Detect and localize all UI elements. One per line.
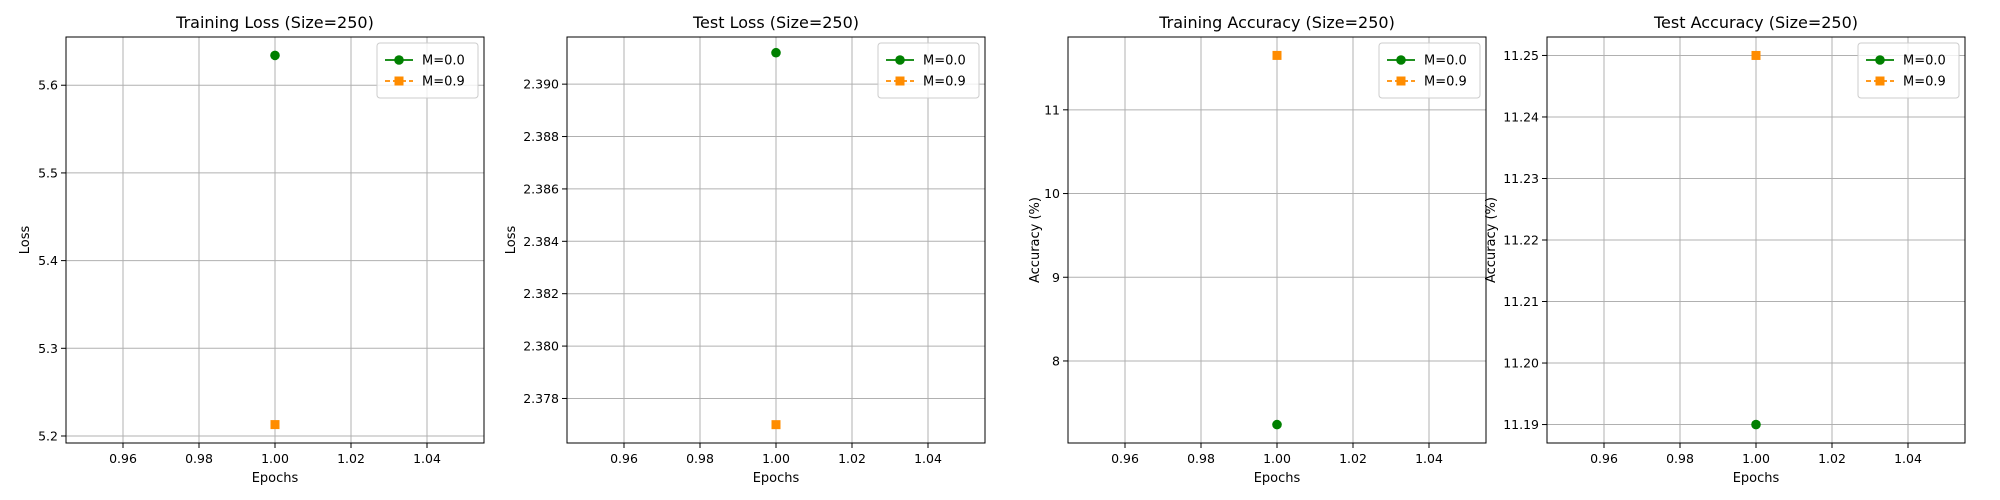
y-tick-label: 8	[1052, 353, 1060, 368]
legend-frame	[1378, 42, 1481, 99]
legend-frame	[877, 42, 980, 99]
x-tick-label: 1.02	[838, 451, 866, 466]
y-tick-label: 5.6	[38, 78, 58, 93]
legend: M=0.0 M=0.9	[1857, 42, 1960, 99]
legend-label-m-0-9: M=0.9	[923, 75, 966, 90]
plot-frame	[65, 36, 485, 444]
legend-label-m-0-9: M=0.9	[1424, 75, 1467, 90]
y-axis-label: Accuracy (%)	[1028, 197, 1043, 283]
y-tick-label: 11.25	[1503, 48, 1539, 63]
x-tick-label: 0.98	[1666, 451, 1694, 466]
y-tick-label: 11.24	[1503, 109, 1539, 124]
y-tick-label: 11.21	[1503, 294, 1539, 309]
x-axis-label: Epochs	[1733, 471, 1780, 486]
data-point-m-0-9	[1272, 50, 1282, 60]
chart-title: Test Accuracy (Size=250)	[1653, 13, 1858, 32]
legend-label-m-0-0: M=0.0	[923, 54, 966, 69]
x-tick-label: 1.02	[1818, 451, 1846, 466]
chart-title: Test Loss (Size=250)	[692, 13, 859, 32]
chart-panel-training-accuracy-size-250: 0.96 0.98 1.00 1.02 1.04 8 9 10 11 Training Accur…	[1028, 13, 1487, 486]
x-tick-label: 0.98	[185, 451, 213, 466]
y-axis-label: Accuracy (%)	[1484, 197, 1499, 283]
y-axis-label: Loss	[504, 226, 519, 255]
legend-marker-m-0-9	[1875, 76, 1885, 86]
x-tick-label: 1.04	[914, 451, 942, 466]
x-tick-label: 1.00	[1742, 451, 1770, 466]
y-tick-label: 11.23	[1503, 171, 1539, 186]
y-tick-label: 2.386	[523, 181, 559, 196]
x-tick-label: 0.96	[109, 451, 137, 466]
y-tick-label: 2.390	[523, 77, 559, 92]
legend: M=0.0 M=0.9	[1378, 42, 1481, 99]
legend-marker-m-0-9	[1396, 76, 1406, 86]
x-axis-label: Epochs	[252, 471, 299, 486]
legend-marker-m-0-9	[895, 76, 905, 86]
legend-frame	[1857, 42, 1960, 99]
legend-marker-m-0-9	[394, 76, 404, 86]
y-tick-label: 11.20	[1503, 356, 1539, 371]
y-tick-label: 2.378	[523, 391, 559, 406]
legend-frame	[376, 42, 479, 99]
chart-panel-training-loss-size-250: 0.96 0.98 1.00 1.02 1.04 5.2 5.3 5.4 5.5 5.6 Train…	[18, 13, 485, 486]
chart-panel-test-loss-size-250: 0.96 0.98 1.00 1.02 1.04 2.378 2.380 2.382 2.384…	[504, 13, 986, 486]
chart-panel-test-accuracy-size-250: 0.96 0.98 1.00 1.02 1.04 11.19 11.20 11.21 11.22…	[1484, 13, 1966, 486]
y-axis-label: Loss	[18, 226, 33, 255]
legend-label-m-0-0: M=0.0	[1424, 54, 1467, 69]
x-tick-label: 1.04	[1415, 451, 1443, 466]
y-tick-label: 11	[1044, 102, 1060, 117]
plot-frame	[1546, 36, 1966, 444]
y-tick-label: 2.388	[523, 129, 559, 144]
chart-title: Training Loss (Size=250)	[175, 13, 374, 32]
legend-marker-m-0-0	[394, 55, 404, 65]
data-point-m-0-0	[1272, 419, 1282, 430]
y-tick-label: 2.382	[523, 286, 559, 301]
data-point-m-0-9	[1751, 50, 1761, 60]
legend-marker-m-0-0	[1396, 55, 1406, 65]
y-tick-label: 5.2	[38, 428, 58, 443]
x-tick-label: 0.96	[1590, 451, 1618, 466]
x-tick-label: 1.04	[1894, 451, 1922, 466]
legend-label-m-0-0: M=0.0	[1903, 54, 1946, 69]
y-tick-label: 5.4	[38, 253, 58, 268]
y-tick-label: 10	[1044, 186, 1060, 201]
data-point-m-0-0	[270, 50, 280, 61]
legend-marker-m-0-0	[895, 55, 905, 65]
legend: M=0.0 M=0.9	[877, 42, 980, 99]
chart-title: Training Accuracy (Size=250)	[1158, 13, 1395, 32]
legend-marker-m-0-0	[1875, 55, 1885, 65]
plot-frame	[1067, 36, 1487, 444]
x-tick-label: 1.02	[337, 451, 365, 466]
legend-label-m-0-0: M=0.0	[422, 54, 465, 69]
x-tick-label: 1.04	[413, 451, 441, 466]
legend-label-m-0-9: M=0.9	[1903, 75, 1946, 90]
y-tick-label: 11.22	[1503, 233, 1539, 248]
data-point-m-0-0	[771, 47, 781, 58]
legend-label-m-0-9: M=0.9	[422, 75, 465, 90]
x-tick-label: 1.00	[1263, 451, 1291, 466]
x-tick-label: 0.96	[610, 451, 638, 466]
y-tick-label: 2.380	[523, 339, 559, 354]
y-tick-label: 5.3	[38, 341, 58, 356]
x-tick-label: 1.00	[261, 451, 289, 466]
x-axis-label: Epochs	[753, 471, 800, 486]
y-tick-label: 2.384	[523, 234, 559, 249]
x-tick-label: 0.98	[686, 451, 714, 466]
x-axis-label: Epochs	[1254, 471, 1301, 486]
y-tick-label: 9	[1052, 270, 1060, 285]
x-tick-label: 0.98	[1187, 451, 1215, 466]
data-point-m-0-9	[270, 420, 280, 430]
data-point-m-0-9	[771, 420, 781, 430]
legend: M=0.0 M=0.9	[376, 42, 479, 99]
data-point-m-0-0	[1751, 419, 1761, 430]
y-tick-label: 5.5	[38, 165, 58, 180]
y-tick-label: 11.19	[1503, 417, 1539, 432]
plot-frame	[566, 36, 986, 444]
x-tick-label: 0.96	[1111, 451, 1139, 466]
x-tick-label: 1.02	[1339, 451, 1367, 466]
x-tick-label: 1.00	[762, 451, 790, 466]
